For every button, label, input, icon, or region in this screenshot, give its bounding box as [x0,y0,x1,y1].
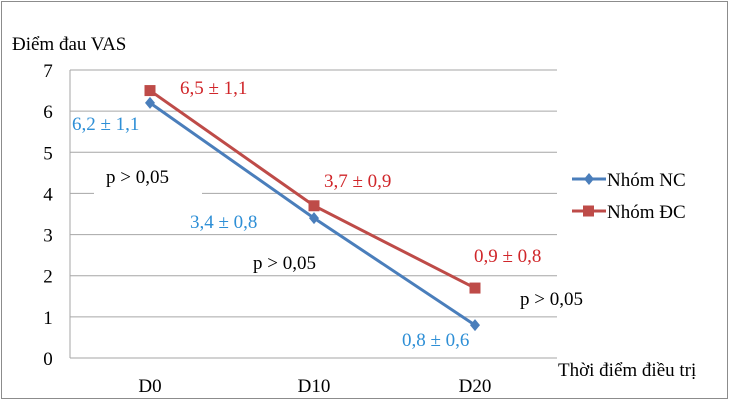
data-label: 0,8 ± 0,6 [402,330,469,351]
data-point-diamond [470,319,480,332]
data-point-diamond [309,212,319,225]
data-point-square [469,282,481,294]
data-label: 6,5 ± 1,1 [180,78,247,99]
annotation-background [94,160,202,194]
x-tick-label: D20 [459,376,492,397]
y-tick-label: 5 [43,143,53,164]
data-point-square [308,200,320,212]
x-tick-label: D10 [298,376,331,397]
y-tick-label: 2 [43,267,53,288]
y-tick-label: 0 [43,349,53,370]
y-tick-label: 4 [43,184,53,205]
data-label: 3,7 ± 0,9 [324,171,391,192]
legend-label: Nhóm ĐC [607,202,686,223]
legend-marker-diamond [584,173,594,185]
y-tick-label: 3 [43,226,53,247]
p-value-annotation: p > 0,05 [253,253,316,274]
p-value-annotation: p > 0,05 [520,289,583,310]
legend-marker-square [583,205,594,217]
y-tick-label: 1 [43,308,53,329]
y-tick-label: 7 [43,61,53,82]
legend-label: Nhóm NC [607,170,686,191]
data-label: 3,4 ± 0,8 [190,212,257,233]
p-value-annotation: p > 0,05 [106,167,169,188]
y-tick-label: 6 [43,102,53,123]
data-label: 6,2 ± 1,1 [72,114,139,135]
data-point-diamond [145,96,155,109]
x-tick-label: D0 [138,376,161,397]
y-axis-title: Điểm đau VAS [12,34,126,55]
data-label: 0,9 ± 0,8 [474,246,541,267]
x-axis-title: Thời điểm điều trị [558,360,696,381]
data-point-square [144,85,156,97]
